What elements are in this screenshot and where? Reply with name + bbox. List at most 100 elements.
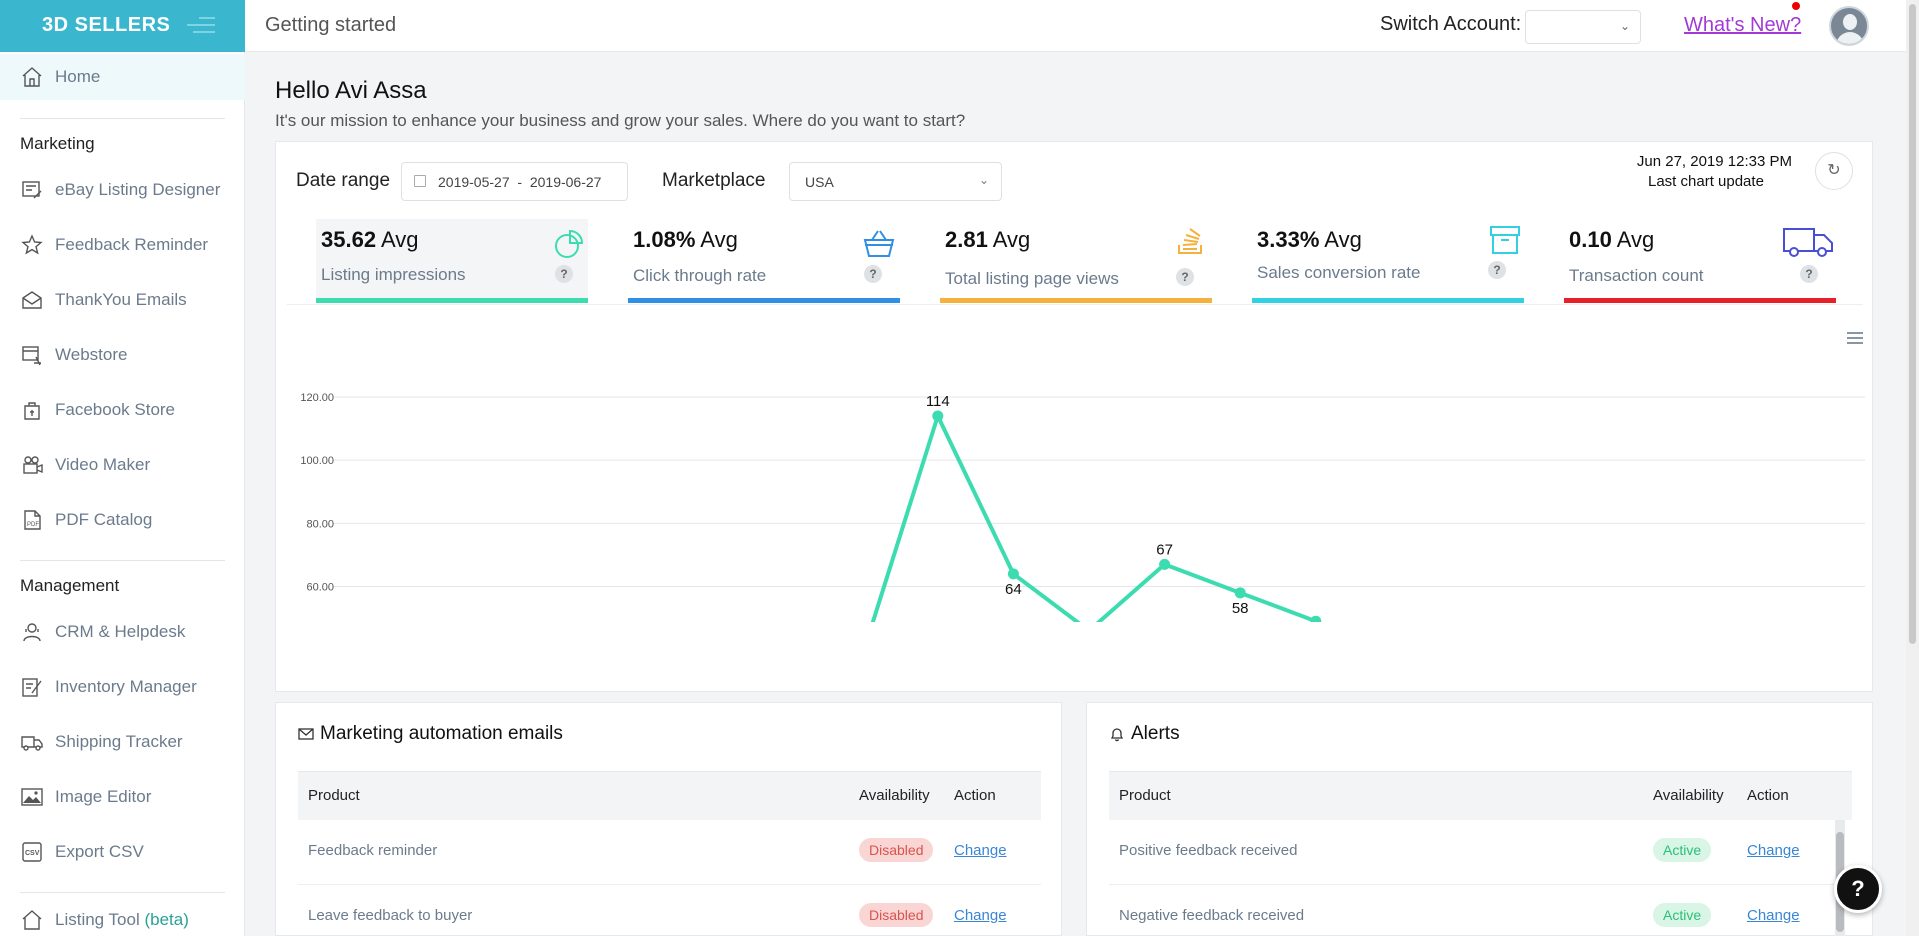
sidebar-item-video-maker[interactable]: Video Maker bbox=[0, 442, 245, 488]
series-line bbox=[870, 413, 1320, 622]
card-title: Alerts bbox=[1131, 723, 1180, 744]
whats-new-link[interactable]: What's New? bbox=[1684, 14, 1802, 36]
svg-text:PDF: PDF bbox=[27, 522, 39, 528]
sidebar-item-label: Shipping Tracker bbox=[55, 732, 183, 751]
data-label: 67 bbox=[1156, 541, 1173, 558]
sidebar-item-home[interactable]: Home bbox=[0, 54, 245, 100]
home-icon bbox=[22, 67, 42, 87]
data-point bbox=[1234, 587, 1246, 599]
refresh-icon[interactable]: ↻ bbox=[1815, 152, 1853, 190]
product-name: Leave feedback to buyer bbox=[308, 907, 473, 924]
page-title: Getting started bbox=[265, 14, 397, 36]
date-range-label: Date range bbox=[296, 170, 391, 191]
kpi-value: 35.62 Avg bbox=[321, 227, 419, 252]
switch-account-select[interactable]: ⌄ bbox=[1525, 10, 1641, 44]
data-label: 114 bbox=[926, 393, 950, 410]
sidebar-item-image-editor[interactable]: Image Editor bbox=[0, 774, 245, 820]
top-bar: 3D SELLERS Getting started Switch Accoun… bbox=[0, 0, 1919, 52]
sidebar-item-label: Export CSV bbox=[55, 842, 144, 861]
sidebar-item-label: Feedback Reminder bbox=[55, 235, 209, 254]
envelope-icon bbox=[298, 728, 314, 740]
sidebar-item-label: PDF Catalog bbox=[55, 510, 153, 529]
table-header: Product Availability Action bbox=[298, 771, 1041, 820]
marketplace-value: USA bbox=[805, 174, 834, 190]
envelope-icon bbox=[22, 291, 42, 309]
sidebar-item-label: Image Editor bbox=[55, 787, 152, 806]
kpi-row: 35.62 Avg Listing impressions ? 1.08% Av… bbox=[287, 211, 1863, 305]
divider bbox=[20, 892, 225, 893]
kpi-bar bbox=[1252, 298, 1524, 303]
beta-tag: (beta) bbox=[144, 910, 189, 929]
change-link[interactable]: Change bbox=[954, 907, 1007, 924]
archive-box-icon bbox=[1490, 226, 1520, 254]
svg-text:CSV: CSV bbox=[25, 850, 40, 857]
date-range-value: 2019-05-27 - 2019-06-27 bbox=[438, 174, 602, 190]
sidebar-item-shipping-tracker[interactable]: Shipping Tracker bbox=[0, 719, 245, 765]
image-icon bbox=[21, 788, 43, 806]
sidebar-item-ebay-listing-designer[interactable]: eBay Listing Designer bbox=[0, 167, 245, 213]
chart-menu-icon[interactable] bbox=[1847, 332, 1863, 344]
sidebar-item-pdf-catalog[interactable]: PDF PDF Catalog bbox=[0, 497, 245, 543]
sidebar-item-export-csv[interactable]: CSV Export CSV bbox=[0, 829, 245, 875]
card-title: Marketing automation emails bbox=[320, 723, 563, 744]
sidebar-item-crm-helpdesk[interactable]: CRM & Helpdesk bbox=[0, 609, 245, 655]
help-icon[interactable]: ? bbox=[864, 265, 882, 283]
kpi-total-listing-page-views[interactable]: 2.81 Avg Total listing page views ? bbox=[940, 219, 1212, 303]
hamburger-menu-icon[interactable] bbox=[187, 17, 215, 35]
kpi-transaction-count[interactable]: 0.10 Avg Transaction count ? bbox=[1564, 219, 1836, 303]
change-link[interactable]: Change bbox=[954, 842, 1007, 859]
sidebar-item-label: eBay Listing Designer bbox=[55, 180, 221, 199]
sidebar-item-facebook-store[interactable]: Facebook Store bbox=[0, 387, 245, 433]
marketplace-select[interactable]: USA ⌄ bbox=[789, 162, 1002, 201]
bell-icon bbox=[1110, 728, 1124, 742]
pie-chart-icon bbox=[555, 229, 584, 258]
column-header-action: Action bbox=[954, 787, 996, 804]
sidebar-item-label: Listing Tool (beta) bbox=[55, 910, 189, 930]
kpi-label: Click through rate bbox=[633, 266, 767, 285]
change-link[interactable]: Change bbox=[1747, 907, 1800, 924]
sidebar-item-webstore[interactable]: Webstore bbox=[0, 332, 245, 378]
column-header-product: Product bbox=[1119, 787, 1171, 804]
sidebar-item-label: ThankYou Emails bbox=[55, 290, 187, 309]
status-badge: Active bbox=[1653, 838, 1712, 862]
date-range-input[interactable]: 2019-05-27 - 2019-06-27 bbox=[401, 162, 628, 201]
kpi-bar bbox=[1564, 298, 1836, 303]
sidebar-item-inventory-manager[interactable]: Inventory Manager bbox=[0, 664, 245, 710]
sidebar-item-label: Video Maker bbox=[55, 455, 151, 474]
switch-account-label: Switch Account: bbox=[1380, 13, 1522, 35]
data-label: 64 bbox=[1005, 581, 1022, 598]
marketplace-label: Marketplace bbox=[662, 170, 766, 191]
table-row: Feedback reminder Disabled Change bbox=[298, 820, 1041, 885]
help-icon[interactable]: ? bbox=[1488, 261, 1506, 279]
sidebar-item-listing-tool[interactable]: Listing Tool (beta) bbox=[0, 897, 245, 936]
help-icon[interactable]: ? bbox=[555, 265, 573, 283]
page-scrollbar[interactable] bbox=[1906, 0, 1919, 936]
brand[interactable]: 3D SELLERS bbox=[0, 0, 245, 52]
data-point bbox=[1159, 558, 1171, 570]
status-badge: Active bbox=[1653, 903, 1712, 927]
kpi-bar bbox=[940, 298, 1212, 303]
sidebar: Home Marketing eBay Listing Designer Fee… bbox=[0, 52, 245, 936]
kpi-value: 1.08% Avg bbox=[633, 227, 738, 252]
last-update-date: Jun 27, 2019 12:33 PM bbox=[1636, 153, 1792, 170]
sidebar-item-label: Webstore bbox=[55, 345, 128, 364]
help-icon[interactable]: ? bbox=[1176, 268, 1194, 286]
sidebar-item-feedback-reminder[interactable]: Feedback Reminder bbox=[0, 222, 245, 268]
column-header-action: Action bbox=[1747, 787, 1789, 804]
csv-icon: CSV bbox=[22, 842, 42, 862]
kpi-listing-impressions[interactable]: 35.62 Avg Listing impressions ? bbox=[316, 219, 588, 303]
help-button[interactable]: ? bbox=[1834, 865, 1882, 913]
home-icon bbox=[22, 910, 42, 930]
change-link[interactable]: Change bbox=[1747, 842, 1800, 859]
alerts-card: Alerts Product Availability Action Posit… bbox=[1086, 702, 1873, 936]
sidebar-item-thankyou-emails[interactable]: ThankYou Emails bbox=[0, 277, 245, 323]
sidebar-item-label: Facebook Store bbox=[55, 400, 176, 419]
kpi-sales-conversion-rate[interactable]: 3.33% Avg Sales conversion rate ? bbox=[1252, 219, 1524, 303]
kpi-click-through-rate[interactable]: 1.08% Avg Click through rate ? bbox=[628, 219, 900, 303]
kpi-bar bbox=[628, 298, 900, 303]
avatar[interactable] bbox=[1829, 6, 1869, 46]
help-icon[interactable]: ? bbox=[1800, 265, 1818, 283]
stack-icon bbox=[1178, 228, 1202, 254]
column-header-availability: Availability bbox=[1653, 787, 1724, 804]
